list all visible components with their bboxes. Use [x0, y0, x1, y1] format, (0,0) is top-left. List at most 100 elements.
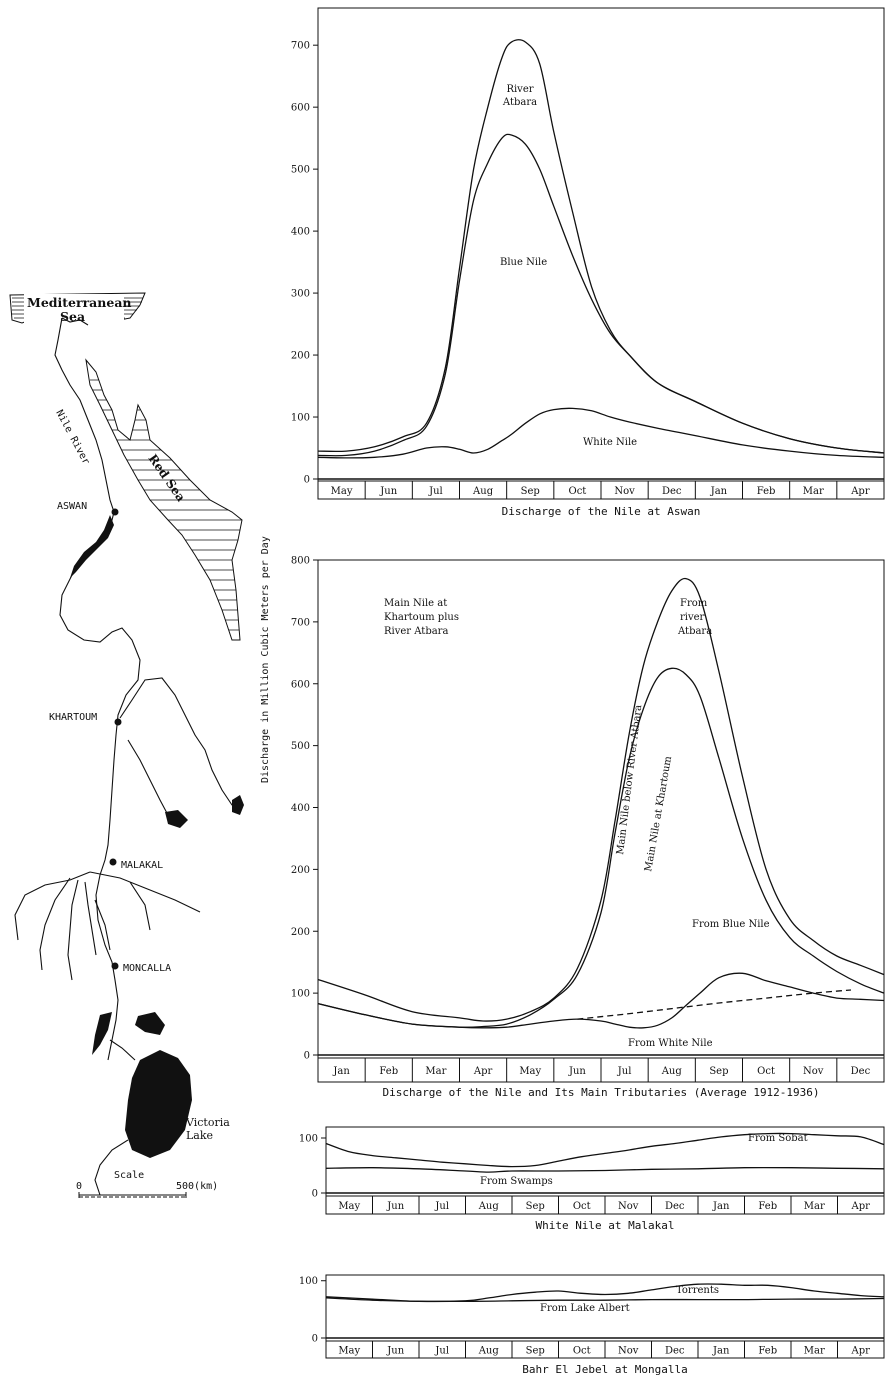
y-tick-label: 100 — [291, 989, 310, 1000]
nile-main-river — [54, 317, 141, 1061]
kagera-river — [94, 1139, 129, 1196]
malakal-dot — [109, 858, 117, 866]
chart-malakal: 0 100 May Jun Jul Aug Sep Oct Nov Dec Jan Feb Mar Apr… — [299, 1126, 885, 1232]
month-label: Sep — [709, 1066, 728, 1077]
small-lake — [165, 810, 188, 828]
month-label: Jan — [712, 1201, 730, 1212]
annotation: Atbara — [502, 97, 537, 108]
y-tick-label: 600 — [291, 103, 310, 114]
annotation: Blue Nile — [500, 257, 547, 268]
month-label: Nov — [803, 1066, 824, 1077]
month-label: Sep — [526, 1346, 545, 1357]
chart-frame — [317, 559, 885, 1083]
y-axis-label: Discharge in Million Cubic Meters per Da… — [260, 536, 271, 783]
month-label: Jun — [386, 1346, 404, 1357]
mongalla-dot — [111, 962, 119, 970]
tributary-river — [127, 739, 176, 821]
lake-edward — [135, 1012, 165, 1035]
y-tick-label: 800 — [291, 556, 310, 567]
month-label: Aug — [472, 486, 494, 497]
map-label-khartoum: KHARTOUM — [49, 712, 97, 723]
map-label-victoria: Victoria — [185, 1116, 230, 1129]
lake-victoria — [125, 1050, 192, 1158]
y-tick-label: 200 — [291, 927, 310, 938]
series-line — [325, 1297, 885, 1303]
annotation: Main Nile at — [384, 598, 447, 609]
month-label: Jul — [617, 1066, 632, 1077]
map-label-malakal: MALAKAL — [121, 860, 163, 871]
annotation: From — [680, 598, 708, 609]
lake-albert — [92, 1012, 112, 1055]
chart-aswan: 0 100 200 300 400 500 600 700 May Jun Jul Aug Sep Oct… — [291, 7, 885, 518]
series-line — [577, 989, 852, 1020]
month-label: Dec — [662, 486, 682, 497]
annotation: White Nile — [583, 437, 637, 448]
aswan-dot — [111, 508, 119, 516]
khartoum-dot — [114, 718, 122, 726]
lake-tana — [232, 795, 244, 815]
month-label: May — [331, 486, 353, 497]
chart-title: Bahr El Jebel at Mongalla — [522, 1363, 688, 1376]
y-tick-label: 400 — [291, 803, 310, 814]
annotation: From Lake Albert — [540, 1303, 630, 1314]
month-label: Feb — [758, 1346, 777, 1357]
map-label-aswan: ASWAN — [57, 501, 87, 512]
red-sea: Red Sea — [85, 358, 243, 641]
month-label: Feb — [758, 1201, 777, 1212]
series-line — [325, 1166, 885, 1173]
y-tick-label: 200 — [291, 351, 310, 362]
month-label: Dec — [665, 1201, 685, 1212]
month-label: Mar — [425, 1066, 446, 1077]
victoria-nile — [109, 1039, 136, 1061]
y-tick-label: 700 — [291, 617, 310, 628]
month-label: Jan — [332, 1066, 350, 1077]
month-label: Jun — [379, 486, 397, 497]
y-tick-label: 0 — [304, 1051, 310, 1062]
month-label: May — [338, 1201, 360, 1212]
month-label: Oct — [573, 1201, 591, 1212]
map-label-lake: Lake — [186, 1129, 213, 1142]
month-label: Apr — [850, 486, 870, 497]
annotation: river — [680, 612, 705, 623]
series-line — [325, 1283, 885, 1303]
y-tick-label: 100 — [299, 1134, 318, 1145]
month-label: Mar — [804, 1346, 825, 1357]
chart-title: White Nile at Malakal — [535, 1219, 674, 1232]
month-label: Jan — [712, 1346, 730, 1357]
scale-bar: Scale 0 500(km) — [76, 1170, 218, 1198]
map: Mediterranean Sea — [9, 292, 244, 1198]
month-label: Jul — [434, 1346, 449, 1357]
sobat-river — [89, 871, 201, 913]
map-label-moncalla: MONCALLA — [123, 963, 171, 974]
annotation: Atbara — [677, 626, 712, 637]
series-line — [317, 39, 885, 454]
series-line — [317, 577, 885, 1022]
y-tick-label: 600 — [291, 679, 310, 690]
month-label: Oct — [569, 486, 587, 497]
month-label: Apr — [851, 1201, 871, 1212]
month-label: Jan — [710, 486, 728, 497]
month-label: Feb — [757, 486, 776, 497]
month-label: Dec — [851, 1066, 871, 1077]
bahr-el-ghazal-rivers — [14, 871, 111, 981]
annotation: Torrents — [676, 1285, 719, 1296]
chart-main-tributaries: 0 100 200 200 400 500 600 700 800 Jan Feb Mar Apr May… — [291, 556, 885, 1099]
month-label: Nov — [614, 486, 635, 497]
scale-zero: 0 — [76, 1181, 82, 1192]
month-label: Nov — [618, 1346, 639, 1357]
chart-title: Discharge of the Nile at Aswan — [502, 505, 701, 518]
month-label: Sep — [526, 1201, 545, 1212]
month-label: Aug — [478, 1346, 500, 1357]
mediterranean-sea: Mediterranean Sea — [9, 292, 146, 324]
month-label: Nov — [618, 1201, 639, 1212]
month-label: Jun — [568, 1066, 586, 1077]
sobat-branch — [129, 881, 151, 931]
y-tick-label: 200 — [291, 865, 310, 876]
lake-nasser — [70, 515, 114, 578]
chart-frame — [317, 7, 885, 500]
month-label: Oct — [573, 1346, 591, 1357]
month-label: Oct — [757, 1066, 775, 1077]
series-line — [325, 1132, 885, 1168]
scale-max: 500(km) — [176, 1181, 218, 1192]
series-line — [317, 407, 885, 459]
